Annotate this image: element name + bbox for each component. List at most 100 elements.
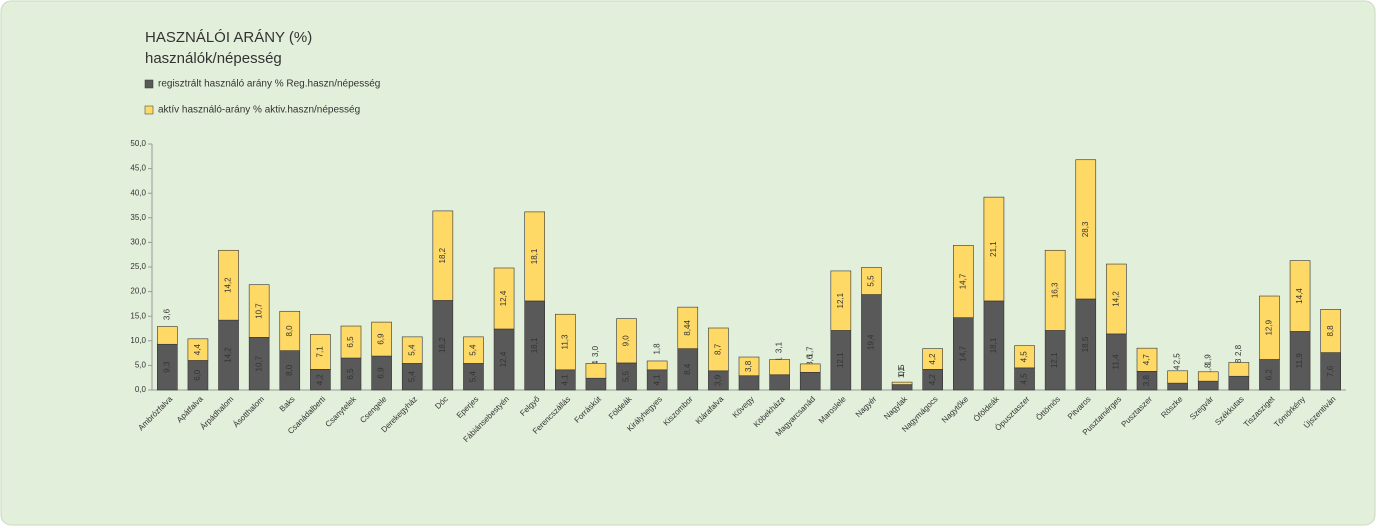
y-tick-label: 5,0 [135, 361, 147, 370]
bar-segment [555, 313, 576, 371]
bar-segment [799, 363, 821, 373]
y-tick-label: 35,0 [130, 213, 146, 222]
bar-segment [493, 267, 515, 330]
bar-segment [1228, 362, 1250, 377]
value-label: 12,1 [836, 292, 845, 308]
bar-segment [677, 306, 699, 349]
bar-segment [1136, 347, 1158, 372]
value-label: 5,4 [469, 344, 478, 356]
bar-segment [922, 348, 943, 370]
value-label: 11,3 [560, 334, 569, 350]
chart-subtitle: használók/népesség [145, 50, 282, 67]
bar-segment [401, 336, 423, 364]
value-label: 12,9 [1265, 319, 1274, 335]
value-label: 12,1 [836, 352, 845, 368]
value-label: 8,8 [1326, 325, 1335, 337]
value-label: 1,7 [805, 346, 814, 358]
bar-segment [310, 334, 331, 370]
value-label: 9,0 [622, 335, 631, 347]
value-label: 1,8 [1203, 363, 1212, 375]
bar-segment [1167, 370, 1188, 384]
bar-segment [891, 384, 913, 391]
value-label: 8,44 [683, 320, 692, 336]
value-label: 1,9 [1203, 354, 1212, 366]
y-tick-label: 25,0 [130, 262, 146, 271]
value-label: 5,4 [407, 371, 416, 383]
y-tick-label: 15,0 [130, 311, 146, 320]
value-label: 3,0 [591, 345, 600, 357]
value-label: 2,5 [1173, 353, 1182, 365]
value-label: 18,1 [989, 337, 998, 353]
bar-segment [371, 321, 392, 357]
bar-segment [1014, 345, 1035, 369]
bar-segment [1197, 380, 1219, 391]
value-label: 8,0 [285, 364, 294, 376]
bar-segment [585, 363, 607, 379]
value-label: 18,2 [438, 247, 447, 263]
value-label: 5,4 [469, 371, 478, 383]
value-label: 3,1 [775, 341, 784, 353]
legend-swatch [144, 79, 154, 89]
value-label: 6,0 [193, 369, 202, 381]
y-tick-label: 30,0 [130, 238, 146, 247]
value-label: 14,2 [224, 347, 233, 363]
bar-segment [157, 326, 178, 345]
value-label: 8,0 [285, 325, 294, 337]
value-label: 4,2 [928, 353, 937, 365]
value-label: 7,6 [1326, 365, 1335, 377]
value-label: 14,7 [958, 273, 967, 289]
value-label: 5,5 [622, 370, 631, 382]
bar-segment [187, 338, 209, 361]
value-label: 14,2 [224, 277, 233, 293]
bar-segment [953, 245, 974, 318]
value-label: 6,5 [346, 368, 355, 380]
legend-swatch [144, 105, 154, 115]
y-tick-label: 0,0 [135, 385, 147, 394]
value-label: 12,1 [1050, 352, 1059, 368]
value-label: 12,4 [499, 351, 508, 367]
bar-segment [738, 375, 760, 391]
bar-segment [1044, 249, 1066, 331]
value-label: 12,4 [499, 290, 508, 306]
value-label: 4,7 [1142, 354, 1151, 366]
value-label: 6,5 [346, 336, 355, 348]
value-label: 18,1 [530, 337, 539, 353]
value-label: 5,5 [867, 275, 876, 287]
bar-segment [524, 211, 545, 302]
y-tick-label: 45,0 [130, 164, 146, 173]
value-label: 3,6 [162, 308, 171, 320]
bar-segment [769, 359, 790, 376]
bar-segment [218, 249, 239, 321]
value-label: 18,5 [1081, 336, 1090, 352]
value-label: 4,2 [928, 374, 937, 386]
bar-segment [891, 381, 913, 385]
value-label: 3,6 [805, 354, 814, 366]
bar-segment [1075, 159, 1097, 300]
value-label: 14,4 [1295, 288, 1304, 304]
value-label: 8,7 [713, 343, 722, 355]
value-label: 10,7 [254, 303, 263, 319]
value-label: 18,1 [530, 248, 539, 264]
bar-segment [769, 374, 790, 391]
value-label: 16,3 [1050, 282, 1059, 298]
bar-segment [1167, 382, 1188, 391]
value-label: 3,9 [713, 374, 722, 386]
legend-label: aktív használó-arány % aktiv.haszn/népes… [158, 105, 360, 116]
value-label: 1,8 [652, 343, 661, 355]
value-label: 11,9 [1295, 353, 1304, 369]
value-label: 5,4 [407, 344, 416, 356]
value-label: 21,1 [989, 241, 998, 257]
value-label: 19,4 [867, 334, 876, 350]
bar-segment [799, 371, 821, 391]
bar-segment [1228, 375, 1250, 391]
bar-segment [1106, 263, 1127, 335]
bar-segment [463, 336, 484, 364]
value-label: 7,1 [315, 346, 324, 358]
chart-title: HASZNÁLÓI ARÁNY (%) [145, 29, 312, 46]
legend-label: regisztrált használó arány % Reg.haszn/n… [158, 79, 380, 90]
value-label: 1,1 [897, 366, 906, 378]
bar-segment [432, 210, 454, 301]
bar-segment [983, 196, 1005, 302]
bar-segment [830, 270, 852, 331]
